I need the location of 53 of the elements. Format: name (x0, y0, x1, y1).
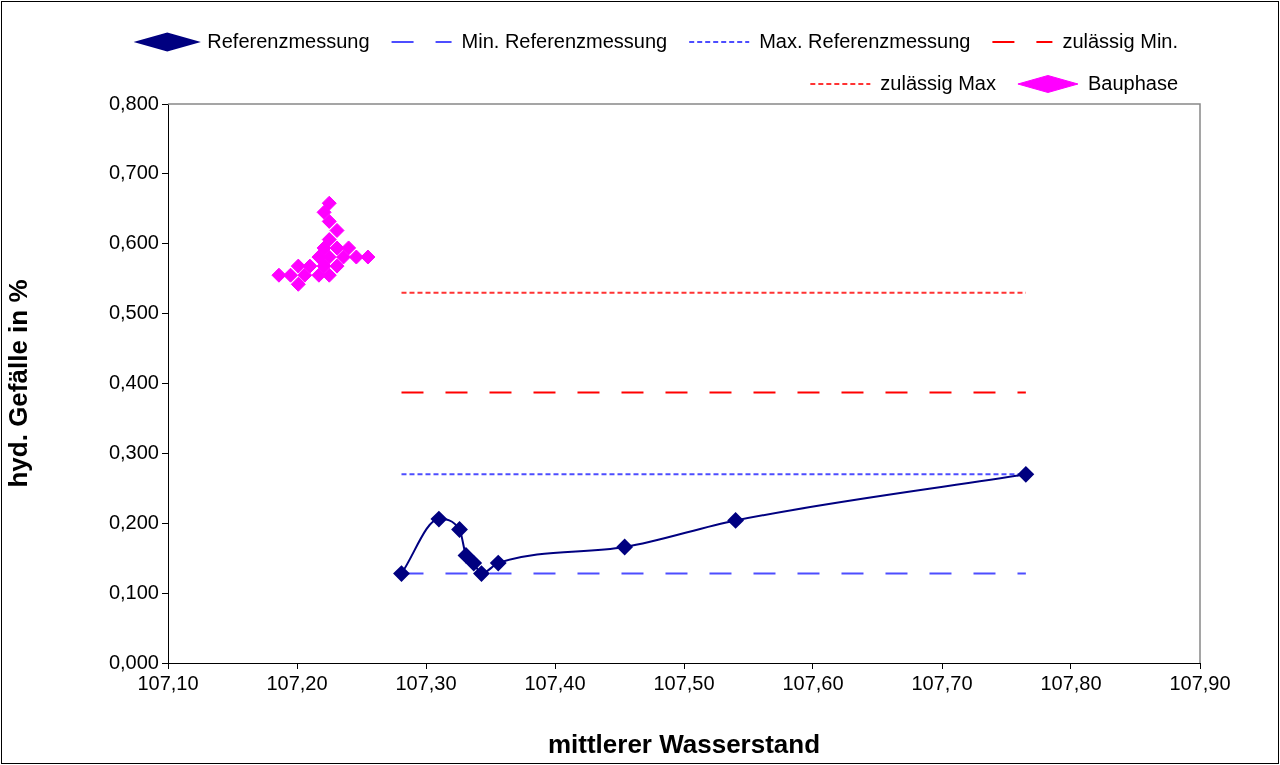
y-tick-label: 0,300 (108, 440, 159, 463)
point (348, 249, 364, 265)
legend-label: Min. Referenzmessung (461, 29, 668, 52)
x-tick-label: 107,50 (653, 671, 715, 694)
x-tick-label: 107,40 (524, 671, 586, 694)
point (329, 258, 345, 274)
y-tick-label: 0,600 (108, 231, 159, 254)
x-tick-label: 107,20 (266, 671, 328, 694)
point (329, 240, 345, 256)
x-tick-label: 107,60 (782, 671, 844, 694)
point (457, 547, 474, 564)
point (451, 521, 468, 538)
x-tick-label: 107,80 (1040, 671, 1102, 694)
y-tick-label: 0,800 (108, 91, 159, 114)
point (360, 249, 376, 265)
point (271, 267, 287, 283)
x-tick-label: 107,90 (1169, 671, 1231, 694)
legend-label: Referenzmessung (207, 29, 370, 52)
y-axis-title: hyd. Gefälle in % (2, 279, 33, 488)
legend-label: Bauphase (1087, 71, 1178, 94)
legend-label: Max. Referenzmessung (759, 29, 971, 52)
y-tick-label: 0,500 (108, 301, 159, 324)
point (335, 249, 351, 265)
point (341, 240, 357, 256)
point (393, 565, 410, 582)
point (321, 195, 337, 211)
x-tick-label: 107,10 (137, 671, 199, 694)
y-tick-label: 0,100 (108, 580, 159, 603)
y-tick-label: 0,000 (108, 650, 159, 673)
y-tick-label: 0,700 (108, 161, 159, 184)
point (290, 258, 306, 274)
x-tick-label: 107,70 (911, 671, 973, 694)
point (473, 565, 490, 582)
point (616, 539, 633, 556)
x-axis-title: mittlerer Wasserstand (547, 728, 821, 759)
x-tick-label: 107,30 (395, 671, 457, 694)
point (430, 511, 447, 528)
y-tick-label: 0,400 (108, 371, 159, 394)
point (490, 555, 507, 572)
point (1017, 466, 1034, 483)
point (302, 258, 318, 274)
y-tick-label: 0,200 (108, 510, 159, 533)
point (316, 204, 332, 220)
legend-label: zulässig Min. (1062, 29, 1179, 52)
point (727, 512, 744, 529)
point (465, 555, 482, 572)
point (283, 267, 299, 283)
point (297, 267, 313, 283)
point (329, 222, 345, 238)
legend-label: zulässig Max (880, 71, 996, 94)
point (321, 213, 337, 229)
point (311, 267, 327, 283)
point (290, 276, 306, 292)
